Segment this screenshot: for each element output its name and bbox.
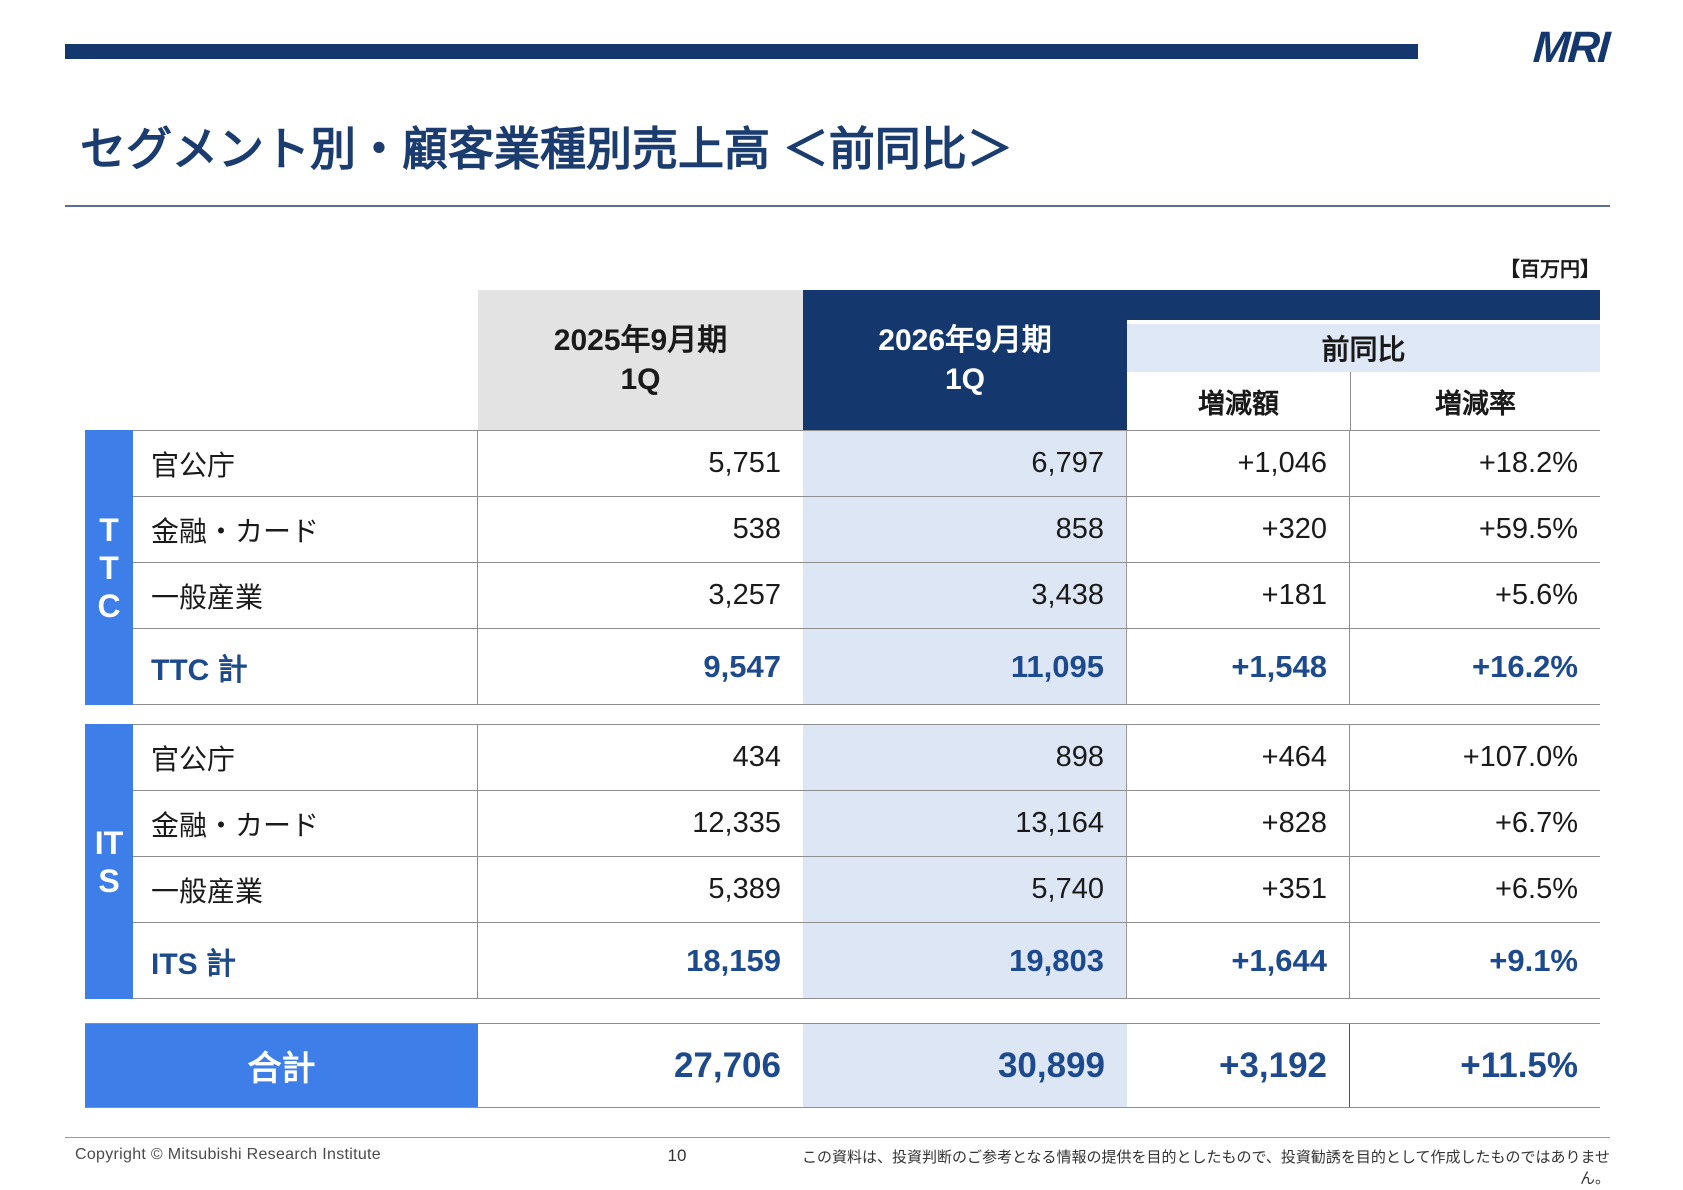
group-its-rows: 官公庁 434 898 +464 +107.0% 金融・カード 12,335 1…: [133, 724, 1600, 999]
group-ttc: TTC 官公庁 5,751 6,797 +1,046 +18.2% 金融・カード…: [85, 430, 1600, 705]
cell-rate: +107.0%: [1350, 725, 1600, 790]
cell-curr: 13,164: [803, 791, 1127, 856]
cell-curr: 6,797: [803, 431, 1127, 496]
group-ttc-rows: 官公庁 5,751 6,797 +1,046 +18.2% 金融・カード 538…: [133, 430, 1600, 705]
cell-diff: +3,192: [1127, 1024, 1350, 1107]
page-number: 10: [667, 1146, 687, 1165]
title-divider: [65, 205, 1610, 207]
yoy-gap: [1127, 320, 1600, 324]
cell-diff: +351: [1127, 857, 1350, 922]
cell-curr: 11,095: [803, 629, 1127, 704]
cell-prev: 5,751: [478, 431, 803, 496]
cell-curr: 5,740: [803, 857, 1127, 922]
top-accent-bar: [65, 43, 1418, 59]
cell-rate: +9.1%: [1350, 923, 1600, 998]
cell-prev: 12,335: [478, 791, 803, 856]
table-row: 官公庁 434 898 +464 +107.0%: [133, 725, 1600, 791]
cell-rate: +6.7%: [1350, 791, 1600, 856]
header-spacer-label: [133, 290, 478, 430]
cell-diff: +320: [1127, 497, 1350, 562]
cell-diff: +1,046: [1127, 431, 1350, 496]
table-row: 一般産業 3,257 3,438 +181 +5.6%: [133, 563, 1600, 629]
copyright-text: Copyright © Mitsubishi Research Institut…: [75, 1146, 381, 1163]
group-its-name: ITS: [94, 824, 124, 899]
slide-title: セグメント別・顧客業種別売上高 ＜前同比＞: [80, 123, 1013, 175]
cell-label: 官公庁: [133, 725, 478, 790]
col-header-prev-period: 2025年9月期 1Q: [478, 290, 803, 430]
footer-divider: [65, 1137, 1610, 1138]
unit-label: 【百万円】: [1500, 259, 1600, 281]
cell-rate: +6.5%: [1350, 857, 1600, 922]
cell-curr: 898: [803, 725, 1127, 790]
cell-diff: +464: [1127, 725, 1350, 790]
cell-rate: +16.2%: [1350, 629, 1600, 704]
group-its-sidebar: ITS: [85, 724, 133, 999]
cell-label: ITS 計: [133, 923, 478, 998]
cell-label: TTC 計: [133, 629, 478, 704]
col-header-curr-line1: 2026年9月期: [878, 324, 1052, 357]
footer: Copyright © Mitsubishi Research Institut…: [65, 1146, 1610, 1188]
cell-prev: 434: [478, 725, 803, 790]
yoy-accent-strip: [1127, 290, 1600, 320]
cell-rate: +5.6%: [1350, 563, 1600, 628]
cell-rate: +18.2%: [1350, 431, 1600, 496]
group-ttc-total-row: TTC 計 9,547 11,095 +1,548 +16.2%: [133, 629, 1600, 705]
col-header-yoy: 前同比: [1127, 324, 1600, 372]
table-row: 金融・カード 538 858 +320 +59.5%: [133, 497, 1600, 563]
cell-diff: +1,548: [1127, 629, 1350, 704]
group-gap: [85, 705, 1600, 724]
group-its: ITS 官公庁 434 898 +464 +107.0% 金融・カード 12,3…: [85, 724, 1600, 999]
mri-logo: MRI: [1531, 23, 1610, 72]
cell-diff: +828: [1127, 791, 1350, 856]
cell-label: 官公庁: [133, 431, 478, 496]
col-header-curr-period: 2026年9月期 1Q: [803, 290, 1127, 430]
cell-rate: +11.5%: [1350, 1024, 1600, 1107]
sales-table: 2025年9月期 1Q 2026年9月期 1Q 前同比 増減額 増減率 TTC: [85, 290, 1600, 1108]
cell-label: 金融・カード: [133, 497, 478, 562]
cell-curr: 19,803: [803, 923, 1127, 998]
col-header-prev-line1: 2025年9月期: [553, 324, 728, 357]
header-spacer-side: [85, 290, 133, 430]
cell-prev: 18,159: [478, 923, 803, 998]
col-header-rate: 増減率: [1350, 372, 1600, 430]
cell-curr: 3,438: [803, 563, 1127, 628]
group-gap: [85, 999, 1600, 1023]
cell-label: 一般産業: [133, 857, 478, 922]
cell-curr: 30,899: [803, 1024, 1127, 1107]
col-header-diff: 増減額: [1198, 388, 1279, 419]
grand-total-label: 合計: [85, 1024, 478, 1107]
slide-header: MRI: [65, 22, 1610, 74]
cell-curr: 858: [803, 497, 1127, 562]
table-row: 金融・カード 12,335 13,164 +828 +6.7%: [133, 791, 1600, 857]
group-ttc-name: TTC: [97, 511, 121, 624]
table-row: 一般産業 5,389 5,740 +351 +6.5%: [133, 857, 1600, 923]
cell-label: 一般産業: [133, 563, 478, 628]
cell-prev: 538: [478, 497, 803, 562]
col-header-curr-line2: 1Q: [944, 363, 986, 396]
grand-total-row: 合計 27,706 30,899 +3,192 +11.5%: [85, 1023, 1600, 1108]
col-header-prev-line2: 1Q: [620, 363, 661, 396]
group-its-total-row: ITS 計 18,159 19,803 +1,644 +9.1%: [133, 923, 1600, 999]
cell-rate: +59.5%: [1350, 497, 1600, 562]
cell-diff: +1,644: [1127, 923, 1350, 998]
group-ttc-sidebar: TTC: [85, 430, 133, 705]
disclaimer-text: この資料は、投資判断のご参考となる情報の提供を目的としたもので、投資勧誘を目的と…: [801, 1149, 1610, 1187]
cell-prev: 3,257: [478, 563, 803, 628]
cell-label: 金融・カード: [133, 791, 478, 856]
col-header-yoy-block: 前同比 増減額 増減率: [1127, 290, 1600, 430]
table-row: 官公庁 5,751 6,797 +1,046 +18.2%: [133, 431, 1600, 497]
cell-prev: 5,389: [478, 857, 803, 922]
table-header-row: 2025年9月期 1Q 2026年9月期 1Q 前同比 増減額 増減率: [85, 290, 1600, 430]
yoy-subheaders: 増減額 増減率: [1127, 372, 1600, 430]
cell-diff: +181: [1127, 563, 1350, 628]
cell-prev: 9,547: [478, 629, 803, 704]
cell-prev: 27,706: [478, 1024, 803, 1107]
